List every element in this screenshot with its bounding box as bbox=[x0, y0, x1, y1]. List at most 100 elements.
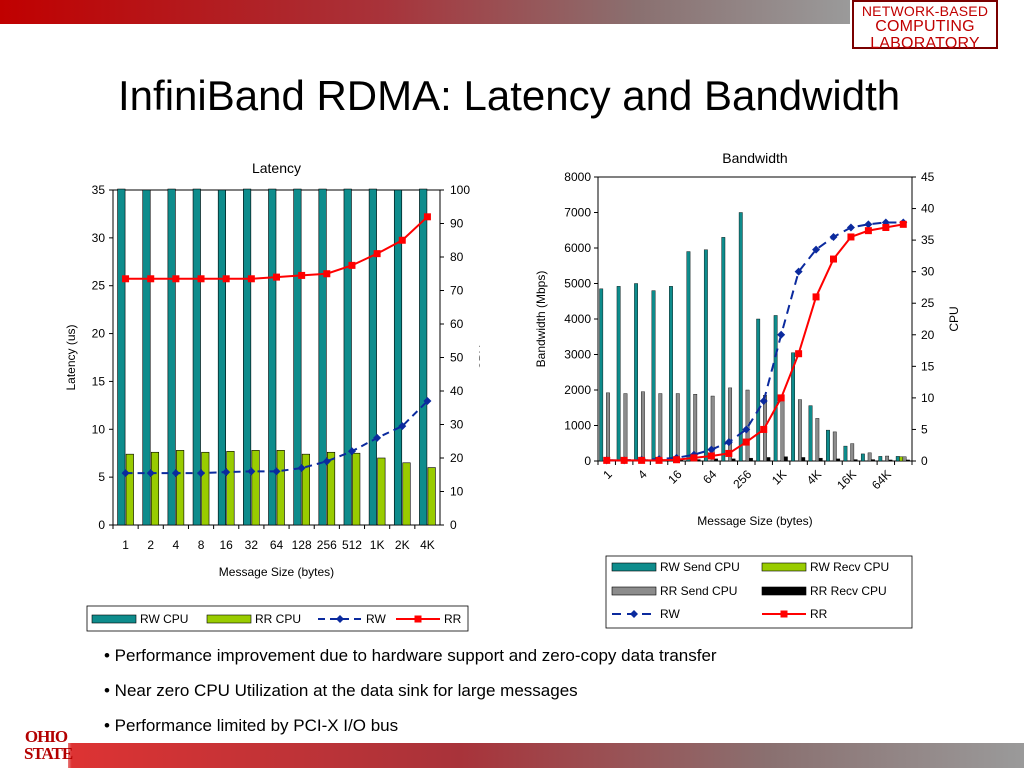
latency-point-rw bbox=[146, 469, 155, 478]
latency-point-rr bbox=[222, 275, 230, 283]
latency-point-rw bbox=[398, 422, 407, 431]
bandwidth-bar-rr-send-cpu bbox=[902, 456, 907, 462]
bandwidth-plot-area bbox=[597, 176, 913, 462]
bandwidth-y-tick-label: 2000 bbox=[564, 383, 591, 397]
bandwidth-legend-swatch bbox=[761, 562, 807, 572]
latency-legend-label: RR bbox=[444, 612, 462, 626]
latency-bar-rw-cpu bbox=[368, 188, 377, 526]
latency-bar-rr-cpu bbox=[150, 451, 160, 526]
bandwidth-bar-rr-send-cpu bbox=[867, 452, 872, 462]
bandwidth-y-tick-label: 6000 bbox=[564, 241, 591, 255]
bandwidth-legend-marker bbox=[780, 610, 788, 618]
bandwidth-bar-rr-send-cpu bbox=[658, 393, 663, 462]
latency-bar-rr-cpu bbox=[276, 450, 285, 526]
university-logo-line-2: STATE bbox=[24, 744, 73, 763]
latency-legend-marker bbox=[414, 615, 422, 623]
bandwidth-bar-rw-send-cpu bbox=[686, 251, 691, 462]
bandwidth-y2-tick-label: 10 bbox=[921, 391, 935, 405]
bandwidth-bar-rw-send-cpu bbox=[721, 237, 726, 462]
latency-y-tick-label: 25 bbox=[92, 279, 106, 293]
latency-y2-tick-label: 70 bbox=[450, 284, 464, 298]
latency-point-rr bbox=[122, 275, 130, 283]
bandwidth-legend-label: RW Recv CPU bbox=[810, 560, 889, 574]
latency-x-tick-label: 8 bbox=[198, 538, 205, 552]
bandwidth-bar-rr-send-cpu bbox=[675, 393, 680, 462]
bandwidth-bar-rr-recv-cpu bbox=[853, 459, 858, 462]
bandwidth-legend-label: RW bbox=[660, 607, 680, 621]
latency-x-tick-label: 256 bbox=[317, 538, 337, 552]
latency-bar-rr-cpu bbox=[352, 452, 361, 526]
latency-bar-rw-cpu bbox=[268, 188, 277, 526]
bandwidth-chart-title: Bandwidth bbox=[722, 150, 787, 166]
bullet-item: • Performance limited by PCI-X I/O bus bbox=[104, 716, 399, 735]
latency-bar-rr-cpu bbox=[125, 453, 134, 526]
bandwidth-bar-rr-send-cpu bbox=[710, 395, 715, 462]
latency-point-rr bbox=[373, 250, 381, 258]
bandwidth-point-rr bbox=[760, 425, 768, 433]
bandwidth-bar-rr-recv-cpu bbox=[731, 458, 736, 462]
bandwidth-legend-label: RR Send CPU bbox=[660, 584, 737, 598]
bandwidth-point-rr bbox=[603, 456, 611, 464]
latency-y2-tick-label: 0 bbox=[450, 518, 457, 532]
latency-y-tick-label: 20 bbox=[92, 327, 106, 341]
bandwidth-point-rr bbox=[795, 350, 803, 358]
bandwidth-bar-rw-send-cpu bbox=[826, 429, 830, 462]
latency-point-rw bbox=[297, 464, 306, 473]
bandwidth-bar-rr-send-cpu bbox=[815, 418, 820, 462]
bandwidth-y-tick-label: 1000 bbox=[564, 419, 591, 433]
university-logo-line-1: OHIO bbox=[24, 727, 68, 746]
latency-bar-rw-cpu bbox=[318, 188, 327, 526]
bandwidth-point-rw bbox=[742, 425, 751, 434]
latency-x-tick-label: 1K bbox=[370, 538, 385, 552]
bandwidth-bar-rr-recv-cpu bbox=[714, 458, 718, 462]
bandwidth-chart: Bandwidth 0 1000 2000 3000 4000 5000 6000 7000 80… bbox=[534, 150, 961, 629]
bandwidth-bar-rr-send-cpu bbox=[623, 393, 628, 462]
bandwidth-y2-tick-label: 45 bbox=[921, 170, 935, 184]
bandwidth-y-tick-label: 4000 bbox=[564, 312, 591, 326]
bandwidth-x-tick-label: 4K bbox=[804, 467, 824, 487]
latency-point-rr bbox=[147, 275, 155, 283]
bandwidth-point-rr bbox=[830, 255, 837, 263]
latency-bar-rr-cpu bbox=[377, 457, 386, 526]
bandwidth-bar-rw-send-cpu bbox=[599, 288, 604, 462]
bullet-list: • Performance improvement due to hardwar… bbox=[104, 646, 717, 751]
lab-logo-line-2: COMPUTING bbox=[875, 18, 975, 35]
bandwidth-y2-tick-label: 20 bbox=[921, 328, 935, 342]
latency-point-rw bbox=[171, 469, 180, 478]
footer-bar bbox=[0, 743, 1024, 768]
latency-point-rr bbox=[398, 236, 406, 244]
bandwidth-point-rr bbox=[899, 220, 907, 228]
latency-y-axis-label: Latency (us) bbox=[64, 324, 78, 390]
bandwidth-bar-rw-send-cpu bbox=[773, 315, 778, 462]
latency-x-tick-label: 16 bbox=[220, 538, 234, 552]
bandwidth-bar-rw-send-cpu bbox=[634, 283, 638, 462]
bandwidth-bar-rw-send-cpu bbox=[738, 212, 743, 462]
latency-point-rr bbox=[197, 275, 205, 283]
latency-legend-swatch bbox=[91, 614, 137, 624]
bandwidth-bar-rw-send-cpu bbox=[756, 318, 761, 462]
latency-y-tick-label: 0 bbox=[98, 518, 105, 532]
bandwidth-bar-rr-send-cpu bbox=[780, 396, 785, 462]
bandwidth-point-rw bbox=[777, 330, 786, 339]
bandwidth-legend-label: RW Send CPU bbox=[660, 560, 740, 574]
lab-logo-line-3: LABORATORY bbox=[870, 35, 980, 52]
latency-x-tick-label: 2 bbox=[147, 538, 154, 552]
bandwidth-y2-tick-label: 15 bbox=[921, 359, 935, 373]
bandwidth-bar-rr-send-cpu bbox=[832, 431, 837, 462]
latency-point-rr bbox=[423, 213, 431, 221]
bandwidth-y2-tick-label: 5 bbox=[921, 422, 928, 436]
bandwidth-point-rw bbox=[846, 223, 855, 232]
bandwidth-legend-label: RR Recv CPU bbox=[810, 584, 887, 598]
bandwidth-x-tick-label: 64 bbox=[700, 467, 720, 487]
bandwidth-point-rr bbox=[620, 456, 628, 464]
latency-bar-rr-cpu bbox=[251, 450, 260, 526]
latency-y-tick-label: 30 bbox=[92, 231, 106, 245]
latency-bar-rw-cpu bbox=[419, 188, 428, 526]
bandwidth-bar-rw-send-cpu bbox=[651, 290, 656, 462]
bandwidth-y2-tick-label: 30 bbox=[921, 265, 935, 279]
bandwidth-point-rr bbox=[864, 227, 872, 235]
bandwidth-legend-swatch bbox=[611, 562, 657, 572]
bullet-item: • Performance improvement due to hardwar… bbox=[104, 646, 717, 665]
bandwidth-bar-rr-recv-cpu bbox=[783, 456, 788, 462]
latency-y2-tick-label: 60 bbox=[450, 317, 464, 331]
